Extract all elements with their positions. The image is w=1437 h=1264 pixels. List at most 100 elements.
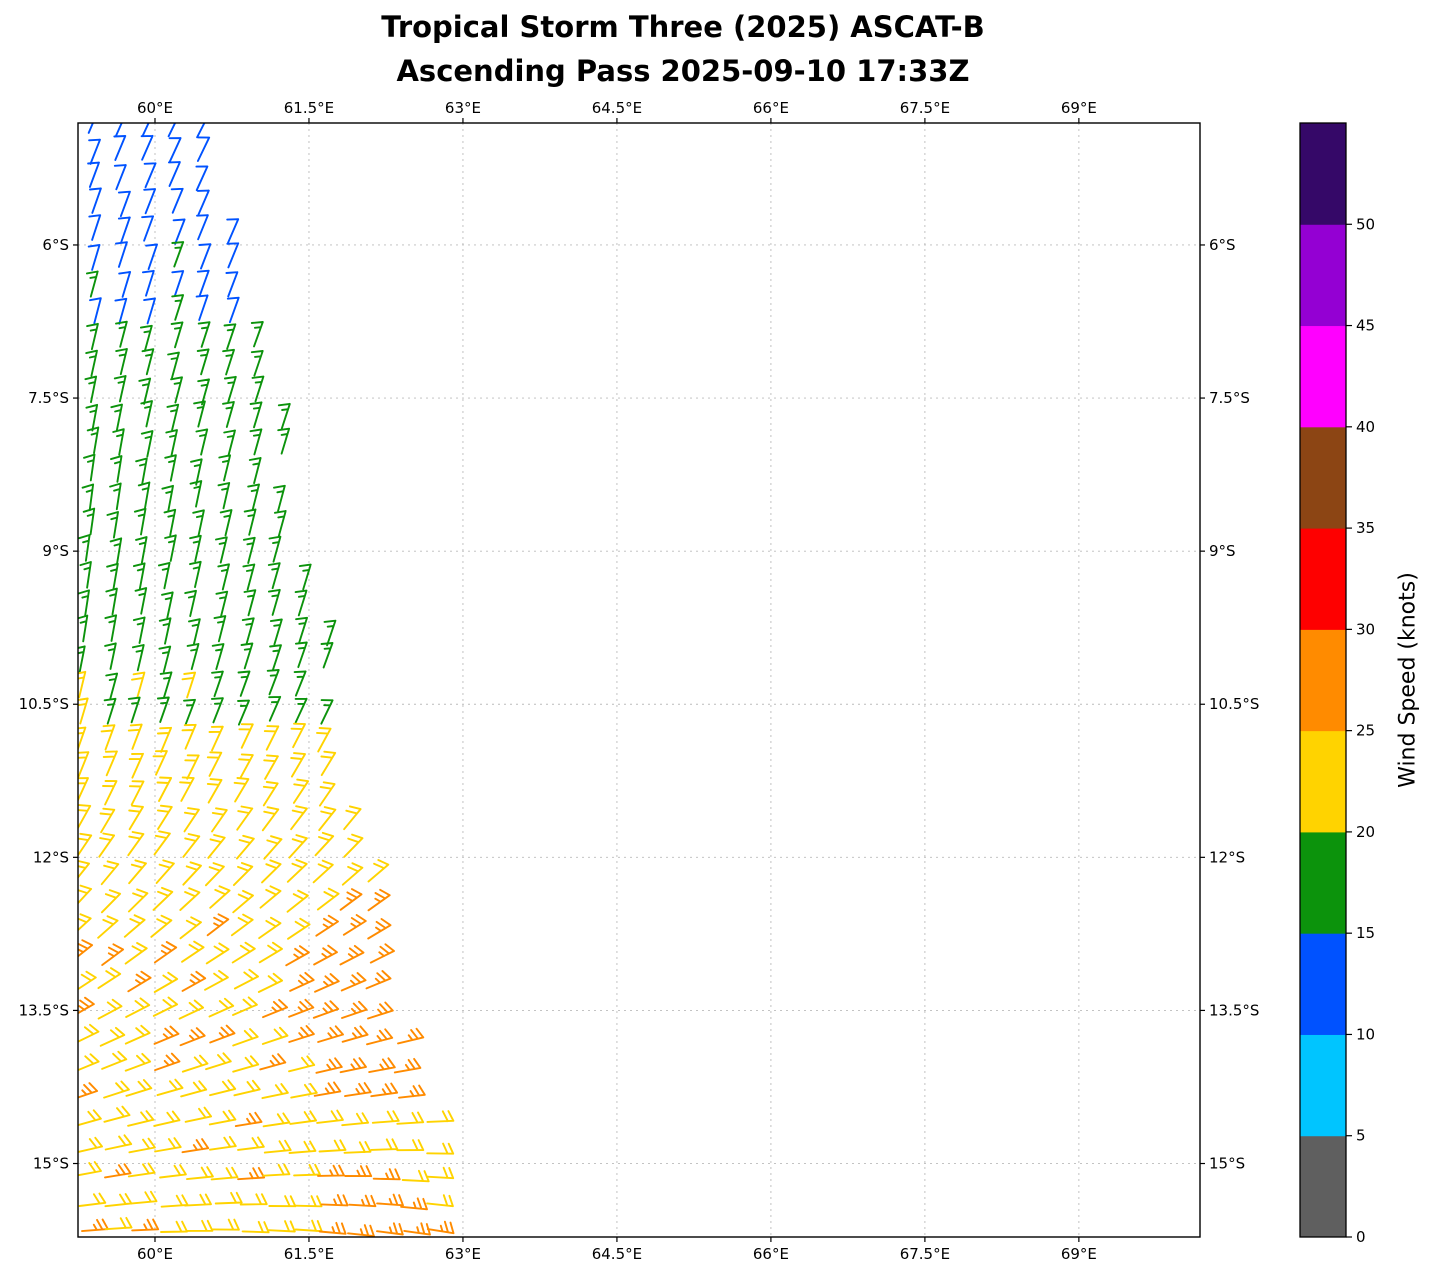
wind-barb	[156, 776, 173, 802]
wind-barb	[206, 913, 230, 937]
wind-barb	[100, 724, 116, 751]
wind-barb	[145, 243, 158, 271]
wind-barb	[249, 428, 263, 456]
wind-barb	[320, 1194, 349, 1207]
x-tick-label-top: 61.5°E	[284, 99, 334, 117]
wind-barb	[314, 831, 335, 857]
wind-barb	[206, 778, 223, 804]
wind-barb	[180, 1080, 208, 1098]
wind-barb	[317, 1025, 344, 1043]
wind-barb	[208, 725, 224, 752]
wind-barb	[261, 859, 282, 884]
wind-barb	[128, 804, 144, 831]
wind-barb	[124, 1024, 151, 1045]
wind-barb	[289, 1110, 318, 1125]
wind-barb	[403, 1222, 431, 1236]
wind-barb	[102, 780, 118, 806]
wind-barb	[207, 834, 226, 859]
x-tick-label-bottom: 60°E	[137, 1245, 173, 1263]
wind-barb	[263, 725, 280, 751]
wind-barb	[152, 886, 174, 911]
wind-barb	[196, 189, 210, 216]
wind-barb	[117, 190, 131, 218]
wind-barb	[370, 1138, 399, 1151]
colorbar-axis-label: Wind Speed (knots)	[1395, 572, 1421, 788]
wind-barb	[78, 697, 89, 725]
wind-barb	[78, 832, 93, 857]
wind-barb	[78, 970, 97, 991]
wind-barb	[105, 587, 118, 616]
colorbar-tick-label: 15	[1356, 924, 1375, 942]
wind-barb	[211, 643, 225, 671]
wind-barb	[210, 697, 224, 724]
wind-barb	[86, 322, 99, 351]
wind-barb	[242, 536, 256, 564]
wind-barb	[320, 642, 334, 669]
wind-barb	[78, 777, 89, 803]
wind-barb	[103, 1105, 131, 1123]
wind-barb	[78, 670, 87, 699]
wind-barb	[262, 781, 279, 807]
wind-barb	[209, 1024, 236, 1044]
wind-barb	[426, 1194, 454, 1208]
y-tick-label-right: 9°S	[1209, 542, 1236, 560]
colorbar-segment	[1300, 730, 1346, 833]
wind-barb	[100, 860, 120, 886]
x-tick-label-bottom: 67.5°E	[900, 1245, 950, 1263]
wind-barb	[113, 164, 127, 191]
wind-barb	[289, 971, 315, 992]
wind-barb	[97, 915, 119, 939]
wind-barb	[83, 453, 96, 482]
y-tick-label-left: 6°S	[42, 236, 69, 254]
wind-barb	[153, 941, 178, 964]
wind-barb	[131, 644, 145, 672]
wind-barb	[277, 402, 291, 430]
wind-barb	[98, 832, 116, 858]
wind-barb	[237, 699, 250, 726]
wind-barb	[182, 833, 201, 858]
colorbar-segment	[1300, 528, 1346, 630]
wind-barb	[181, 970, 207, 992]
wind-barb	[135, 457, 148, 486]
wind-barb	[240, 642, 254, 670]
wind-barb	[124, 1052, 152, 1072]
wind-barb	[167, 161, 181, 187]
wind-barb	[243, 589, 257, 617]
wind-barb	[369, 943, 395, 964]
wind-barb	[132, 562, 146, 590]
chart-title-line1: Tropical Storm Three (2025) ASCAT-B	[381, 10, 985, 44]
wind-barb	[196, 269, 210, 297]
wind-barb	[269, 644, 282, 671]
wind-barb	[393, 1057, 422, 1074]
wind-barb	[426, 1142, 455, 1155]
wind-barb	[231, 941, 256, 964]
wind-barb	[115, 348, 128, 376]
wind-barb	[222, 348, 235, 376]
wind-barb	[367, 859, 390, 883]
wind-barb	[262, 1112, 291, 1128]
colorbar-segment	[1300, 831, 1346, 934]
axes-layer: 60°E 60°E 61.5°E 61.5°E 63°E 63°E 64.5°E 64.5°E…	[19, 99, 1260, 1263]
wind-barb	[115, 241, 128, 268]
colorbar-tick-label: 50	[1356, 215, 1375, 233]
wind-barb	[317, 1164, 345, 1177]
wind-barb	[170, 187, 184, 214]
colorbar-segment	[1300, 224, 1346, 327]
wind-barb	[89, 297, 102, 325]
wind-barb	[367, 1001, 394, 1020]
wind-barb	[218, 454, 232, 482]
wind-barb	[208, 997, 235, 1018]
wind-barb	[209, 1135, 237, 1151]
colorbar-tick-label: 10	[1356, 1025, 1375, 1043]
wind-barb	[198, 243, 212, 270]
wind-barb	[323, 619, 337, 647]
wind-barb	[78, 1192, 107, 1207]
wind-barb	[156, 804, 173, 830]
wind-barb	[185, 1219, 214, 1232]
wind-barb	[78, 1109, 102, 1127]
wind-barb	[106, 562, 119, 591]
wind-barb	[141, 215, 155, 242]
wind-barb	[263, 1139, 292, 1154]
chart-title: Tropical Storm Three (2025) ASCAT-B Asce…	[0, 6, 1366, 93]
wind-barb	[99, 807, 116, 834]
